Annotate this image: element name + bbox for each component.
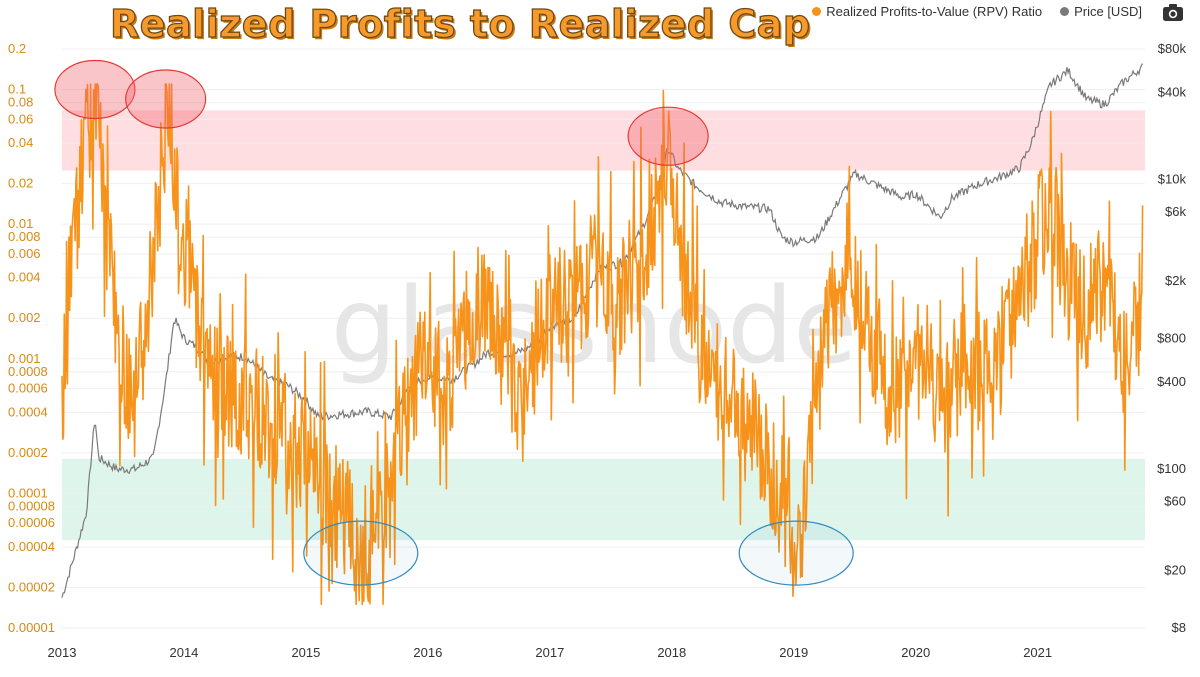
left-tick-label: 0.01 xyxy=(8,216,33,231)
left-tick-label: 0.1 xyxy=(8,82,26,97)
x-tick-label: 2016 xyxy=(413,645,442,660)
camera-icon[interactable] xyxy=(1162,2,1184,22)
watermark: glassnode xyxy=(331,265,858,387)
right-tick-label: $10k xyxy=(1158,172,1187,187)
left-tick-label: 0.06 xyxy=(8,111,33,126)
left-tick-label: 0.04 xyxy=(8,135,33,150)
chart-title: Realized Profits to Realized Cap xyxy=(109,1,811,46)
left-tick-label: 0.08 xyxy=(8,95,33,110)
right-tick-label: $400 xyxy=(1157,374,1186,389)
right-tick-label: $60 xyxy=(1164,493,1186,508)
right-tick-label: $8 xyxy=(1172,620,1186,635)
left-tick-label: 0.006 xyxy=(8,246,41,261)
left-tick-label: 0.00004 xyxy=(8,539,55,554)
right-tick-label: $100 xyxy=(1157,461,1186,476)
x-tick-label: 2013 xyxy=(48,645,77,660)
left-tick-label: 0.0002 xyxy=(8,445,48,460)
x-tick-label: 2020 xyxy=(901,645,930,660)
right-tick-label: $2k xyxy=(1165,273,1186,288)
legend: Realized Profits-to-Value (RPV) Ratio Pr… xyxy=(812,4,1142,19)
left-tick-label: 0.02 xyxy=(8,176,33,191)
left-tick-label: 0.002 xyxy=(8,310,41,325)
right-axis: $80k $40k $10k $6k $2k $800 $400 $100 $60 $20 $8 xyxy=(1157,41,1186,635)
legend-item-rpv[interactable]: Realized Profits-to-Value (RPV) Ratio xyxy=(812,4,1042,19)
x-tick-label: 2019 xyxy=(779,645,808,660)
left-tick-label: 0.00001 xyxy=(8,620,55,635)
rpv-line xyxy=(61,83,1144,606)
x-tick-label: 2014 xyxy=(169,645,198,660)
right-tick-label: $40k xyxy=(1158,85,1187,100)
left-tick-label: 0.0008 xyxy=(8,364,48,379)
left-tick-label: 0.008 xyxy=(8,229,41,244)
right-tick-label: $20 xyxy=(1164,562,1186,577)
x-tick-label: 2021 xyxy=(1023,645,1052,660)
right-tick-label: $80k xyxy=(1158,41,1187,56)
legend-dot-rpv xyxy=(812,7,822,16)
undervalued-zone xyxy=(62,459,1145,541)
legend-dot-price xyxy=(1060,7,1070,16)
legend-label-price: Price [USD] xyxy=(1074,4,1142,19)
bottom-2015 xyxy=(303,520,419,586)
overheated-zone xyxy=(62,110,1145,171)
left-tick-label: 0.2 xyxy=(8,41,26,56)
left-tick-label: 0.0001 xyxy=(8,485,48,500)
rpv-series-layer xyxy=(61,83,1144,606)
top-2013-december xyxy=(125,69,207,129)
bands-layer xyxy=(62,110,1145,541)
left-axis: 0.2 0.10.080.06 0.04 0.02 0.010.008 0.006 0.00… xyxy=(8,41,55,635)
left-tick-label: 0.00002 xyxy=(8,579,55,594)
bottom-2019 xyxy=(738,520,854,586)
highlight-circles-layer xyxy=(54,59,854,586)
legend-label-rpv: Realized Profits-to-Value (RPV) Ratio xyxy=(826,4,1043,19)
x-axis: 2013 2014 2015 2016 2017 2018 2019 2020 2021 xyxy=(48,645,1053,660)
left-tick-label: 0.00006 xyxy=(8,515,55,530)
left-tick-label: 0.001 xyxy=(8,351,41,366)
left-tick-label: 0.0006 xyxy=(8,381,48,396)
x-tick-label: 2017 xyxy=(535,645,564,660)
left-tick-label: 0.0004 xyxy=(8,404,48,419)
x-tick-label: 2018 xyxy=(657,645,686,660)
legend-item-price[interactable]: Price [USD] xyxy=(1060,4,1142,19)
x-tick-label: 2015 xyxy=(291,645,320,660)
right-tick-label: $800 xyxy=(1157,331,1186,346)
left-tick-label: 0.004 xyxy=(8,270,41,285)
top-2013-april xyxy=(54,59,136,120)
left-tick-label: 0.00008 xyxy=(8,498,55,513)
top-2017-december xyxy=(627,106,709,166)
right-tick-label: $6k xyxy=(1165,204,1186,219)
